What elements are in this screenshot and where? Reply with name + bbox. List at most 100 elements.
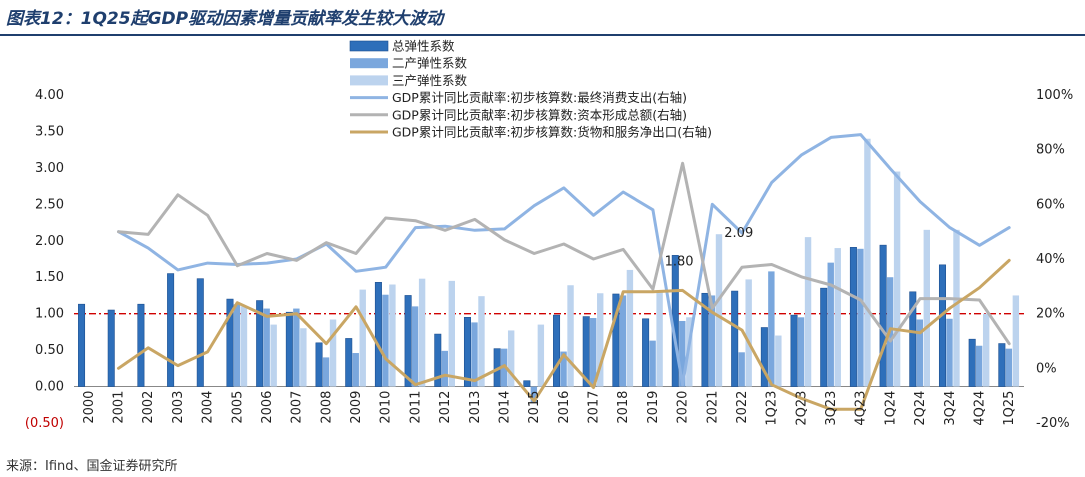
category-tick-label: 2004 <box>201 391 216 424</box>
tertiary-bar-1Q23 <box>775 335 782 387</box>
total-bar-2011 <box>404 295 412 387</box>
secondary-bar-2017 <box>590 318 597 387</box>
category-tick-label: 2Q24 <box>913 391 928 426</box>
chart-canvas: (0.50) 0.00 0.50 1.00 1.50 2.00 2.50 3.00 3.50 4.… <box>25 39 1073 432</box>
total-bar-2003 <box>167 273 175 387</box>
left-tick-label: 0.00 <box>35 380 64 395</box>
tertiary-bar-2Q24 <box>923 229 930 387</box>
tertiary-bar-3Q24 <box>953 229 960 387</box>
total-bar-2021 <box>701 292 709 387</box>
secondary-bar-1Q25 <box>1005 348 1013 387</box>
tertiary-bar-2021 <box>715 234 723 387</box>
left-tick-label: 4.00 <box>35 88 64 103</box>
tertiary-bar-2Q23 <box>804 237 812 387</box>
secondary-bar-2009 <box>352 353 359 387</box>
secondary-bar-2014 <box>500 348 508 387</box>
tertiary-bar-2017 <box>597 293 604 387</box>
netexport-line <box>117 258 1011 411</box>
right-tick-label: 20% <box>1036 307 1065 322</box>
secondary-bar-2005 <box>233 304 241 387</box>
category-tick-label: 2005 <box>230 391 245 424</box>
total-bar-1Q24 <box>879 244 887 387</box>
total-bar-2006 <box>256 300 264 387</box>
category-tick-label: 1Q25 <box>1002 391 1017 426</box>
secondary-bar-2021 <box>708 295 716 387</box>
secondary-bar-2020 <box>679 320 686 387</box>
right-tick-label: -20% <box>1036 416 1070 431</box>
category-tick-label: 2016 <box>557 391 572 424</box>
secondary-bar-2015 <box>530 386 538 403</box>
tertiary-bar-2019 <box>656 291 663 387</box>
right-tick-label: 0% <box>1036 361 1057 376</box>
total-bar-2015 <box>523 380 531 387</box>
total-bar-2016 <box>553 314 561 387</box>
legend-capital-label: GDP累计同比贡献率:初步核算数:资本形成总额(右轴) <box>392 107 687 122</box>
secondary-bar-2016 <box>560 351 567 387</box>
secondary-bar-1Q23 <box>768 271 775 387</box>
right-tick-label: 100% <box>1036 88 1073 103</box>
data-labels-layer: 1.80 2.09 <box>665 226 754 269</box>
category-tick-label: 2021 <box>705 391 720 424</box>
total-bar-2001 <box>107 309 115 387</box>
secondary-bar-2022 <box>738 352 745 387</box>
legend-netexport-label: GDP累计同比贡献率:初步核算数:货物和服务净出口(右轴) <box>392 125 712 140</box>
data-label-2021: 2.09 <box>724 226 753 241</box>
category-tick-label: 3Q23 <box>824 391 839 426</box>
category-tick-label: 2018 <box>616 391 631 424</box>
total-bar-2009 <box>345 338 353 387</box>
tertiary-bar-2014 <box>507 330 515 387</box>
category-tick-label: 2014 <box>497 391 512 424</box>
secondary-bar-2011 <box>411 306 419 387</box>
category-tick-label: 2000 <box>82 391 97 424</box>
secondary-bar-4Q24 <box>975 345 983 387</box>
category-tick-label: 2017 <box>587 391 602 424</box>
tertiary-bar-2009 <box>359 289 366 387</box>
secondary-bar-3Q23 <box>827 262 834 387</box>
secondary-bar-2Q23 <box>797 317 805 387</box>
secondary-bar-2018 <box>619 295 627 387</box>
category-tick-label: 2010 <box>379 391 394 424</box>
category-tick-label: 2006 <box>260 391 275 424</box>
total-bar-2Q23 <box>790 314 798 387</box>
tertiary-bar-2018 <box>626 269 634 387</box>
tertiary-bar-1Q25 <box>1012 295 1020 387</box>
total-bar-4Q23 <box>849 247 857 387</box>
total-bar-2008 <box>315 342 323 387</box>
right-tick-label: 40% <box>1036 252 1065 267</box>
total-bar-2005 <box>226 298 234 387</box>
tertiary-bar-2012 <box>448 280 455 387</box>
category-tick-label: 2012 <box>438 391 453 424</box>
category-tick-label: 2007 <box>290 391 305 424</box>
legend-tertiary-label: 三产弹性系数 <box>392 73 468 88</box>
tertiary-bar-2015 <box>537 324 545 387</box>
source-note: 来源：Ifind、国金证券研究所 <box>6 459 178 474</box>
secondary-bar-4Q23 <box>857 248 864 387</box>
secondary-bar-2019 <box>649 340 656 387</box>
consumption-line <box>117 133 1011 387</box>
tertiary-bar-4Q23 <box>864 138 871 387</box>
category-tick-label: 2Q23 <box>794 391 809 426</box>
secondary-bar-2006 <box>263 308 270 387</box>
category-tick-label: 4Q24 <box>972 391 987 426</box>
secondary-bar-2008 <box>322 357 330 387</box>
category-tick-label: 2013 <box>468 391 483 424</box>
left-tick-label: 2.50 <box>35 197 64 212</box>
legend-tertiary-swatch <box>350 75 388 86</box>
left-tick-label: 1.00 <box>35 307 64 322</box>
legend-total-label: 总弹性系数 <box>392 39 455 54</box>
total-bar-3Q23 <box>820 287 828 387</box>
tertiary-bar-3Q23 <box>834 248 841 387</box>
total-bar-2012 <box>434 333 442 387</box>
left-tick-label: 3.50 <box>35 124 64 139</box>
right-tick-label: 80% <box>1036 143 1065 158</box>
category-tick-label: 2022 <box>735 391 750 424</box>
total-bar-2007 <box>285 311 293 387</box>
category-tick-label: 2015 <box>527 391 542 424</box>
left-tick-label: (0.50) <box>25 416 64 431</box>
total-bar-2000 <box>78 303 86 387</box>
category-tick-label: 2019 <box>646 391 661 424</box>
right-tick-label: 60% <box>1036 197 1065 212</box>
total-bar-2013 <box>463 317 471 387</box>
left-tick-label: 3.00 <box>35 161 64 176</box>
